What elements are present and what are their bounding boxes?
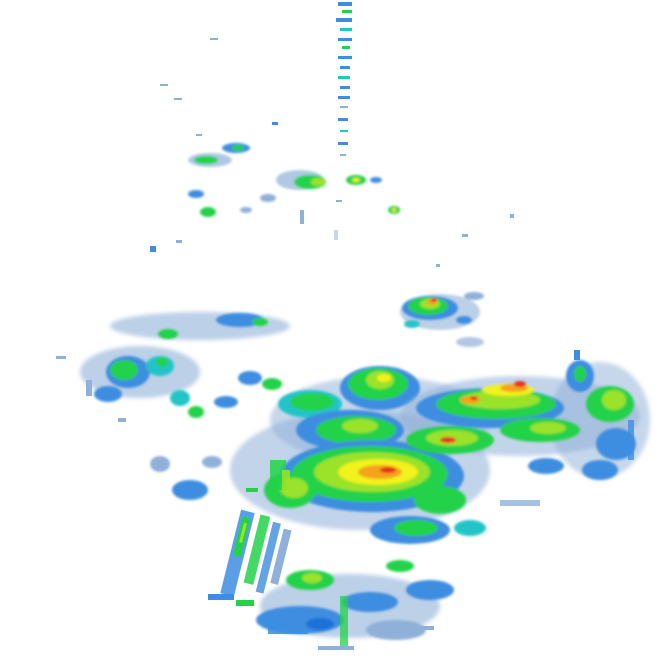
northwest-scattered-cells [150,38,514,267]
central-storm-complex [230,366,540,544]
north-radial-spoke [334,2,352,240]
east-central-cell [400,292,484,347]
east-storm-band [400,350,650,480]
southwest-streaks [150,456,292,606]
west-band [56,312,290,422]
southern-band [256,560,454,650]
